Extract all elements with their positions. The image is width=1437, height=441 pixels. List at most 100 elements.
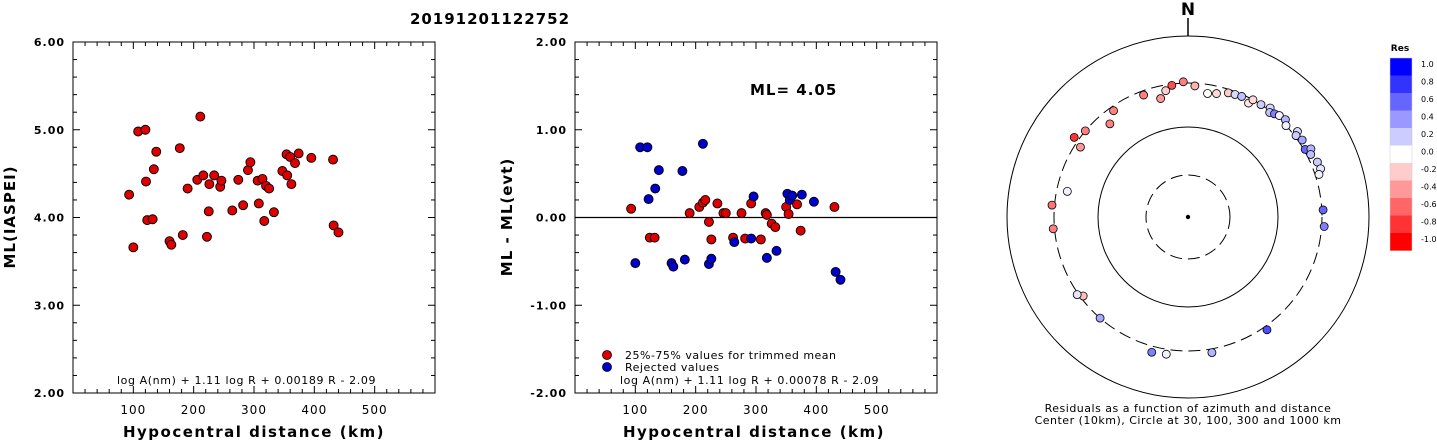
outer-circle-1000km (1006, 35, 1370, 399)
color-scale-label: 0.8 (1421, 78, 1434, 87)
color-scale-label: -0.2 (1421, 165, 1437, 174)
data-point (147, 214, 158, 225)
x-tick-label: 200 (181, 403, 207, 417)
residual-point (1314, 170, 1324, 179)
rejected-point (808, 196, 819, 207)
residual-point (1297, 135, 1307, 145)
data-point (333, 227, 344, 238)
trimmed-point (626, 203, 637, 214)
rejected-point (830, 266, 841, 277)
y-tick-labels: 2.00 3.00 4.00 5.00 6.00 (34, 36, 65, 400)
x-tick-label: 300 (241, 403, 267, 417)
residual-point (1237, 92, 1247, 101)
residual-point (1080, 126, 1090, 136)
residual-point (1203, 89, 1212, 98)
formula-text: log A(nm) + 1.11 log R + 0.00078 R - 2.0… (620, 374, 879, 387)
trimmed-point (649, 232, 660, 243)
data-point (148, 164, 159, 175)
rejected-point (643, 194, 654, 205)
data-point (268, 207, 279, 218)
residual-point (1281, 121, 1291, 131)
color-scale-label: 1.0 (1421, 60, 1434, 69)
color-scale-frame (1389, 57, 1413, 251)
legend-label-trimmed: 25%-75% values for trimmed mean (625, 349, 837, 362)
residual-point (1105, 119, 1115, 129)
panel-ml-iaspei: 2.00 3.00 4.00 5.00 6.00 100 200 300 400 500 ML(… (1, 36, 436, 441)
residual-point (1147, 347, 1157, 357)
color-scale-label: 0.2 (1421, 130, 1434, 139)
trimmed-point (829, 202, 840, 212)
residual-point (1062, 186, 1072, 196)
residual-point (1318, 205, 1328, 215)
residual-point (1262, 325, 1272, 335)
trimmed-point (792, 199, 802, 210)
color-swatch (1390, 58, 1412, 76)
y-tick-label: 1.00 (536, 124, 567, 137)
color-swatch (1390, 180, 1412, 199)
residual-point (1306, 150, 1316, 159)
data-point (245, 157, 256, 168)
rejected-point (677, 166, 688, 176)
y-tick-label: -2.00 (530, 387, 567, 400)
data-point (124, 189, 135, 200)
color-scale-label: 0.4 (1421, 113, 1434, 122)
data-point (293, 148, 304, 159)
trimmed-point (720, 208, 731, 219)
data-point (290, 158, 300, 169)
data-point (177, 230, 188, 241)
circle-100km (1097, 126, 1279, 308)
data-point (182, 183, 193, 194)
color-scale-swatches (1389, 57, 1413, 251)
color-swatch (1390, 198, 1412, 216)
rejected-point (697, 138, 708, 149)
residual-point (1076, 142, 1085, 152)
y-tick-label: 6.00 (34, 36, 65, 49)
data-point (306, 152, 317, 163)
y-axis-label: ML - ML(evt) (498, 158, 516, 276)
data-point (140, 124, 151, 135)
x-axis-label: Hypocentral distance (km) (123, 423, 385, 441)
data-points (124, 111, 344, 253)
color-scale-label: 0.6 (1421, 95, 1434, 104)
x-tick-label: 300 (743, 403, 769, 417)
residual-point (1248, 95, 1258, 105)
y-tick-label: 0.00 (536, 212, 567, 225)
residual-points (1047, 77, 1329, 359)
y-tick-marks (73, 41, 435, 394)
trimmed-point (736, 208, 747, 219)
data-point (198, 170, 209, 181)
trimmed-point (795, 225, 806, 236)
data-point (233, 174, 244, 185)
color-scale-label: 0.0 (1421, 148, 1434, 157)
data-point (128, 242, 139, 253)
data-point (264, 183, 275, 194)
residual-point (1212, 89, 1221, 98)
rejected-point (706, 253, 717, 264)
residual-point (1319, 222, 1329, 231)
data-point (209, 170, 220, 181)
rejected-point (746, 233, 757, 244)
data-point (282, 170, 293, 181)
y-tick-label: 2.00 (536, 36, 567, 49)
legend: 25%-75% values for trimmed mean Rejected… (602, 349, 837, 374)
color-scale-label: -0.8 (1421, 218, 1437, 227)
rejected-point (787, 190, 798, 201)
data-point (151, 146, 162, 157)
x-tick-label: 400 (803, 403, 829, 417)
data-point (201, 231, 212, 242)
residual-point (1161, 86, 1171, 96)
residual-point (1167, 80, 1177, 90)
legend-marker-rejected (602, 362, 612, 372)
trimmed-point (783, 209, 794, 219)
data-point (141, 176, 151, 187)
residual-point (1139, 90, 1149, 100)
x-axis-label: Hypocentral distance (km) (623, 423, 885, 441)
rejected-point (630, 258, 641, 269)
rejected-point (668, 261, 679, 272)
x-tick-label: 200 (683, 403, 709, 417)
data-point (166, 239, 177, 250)
x-tick-label: 100 (622, 403, 648, 417)
color-swatch (1390, 93, 1412, 111)
residual-point (1095, 313, 1105, 323)
rejected-point (771, 245, 782, 256)
